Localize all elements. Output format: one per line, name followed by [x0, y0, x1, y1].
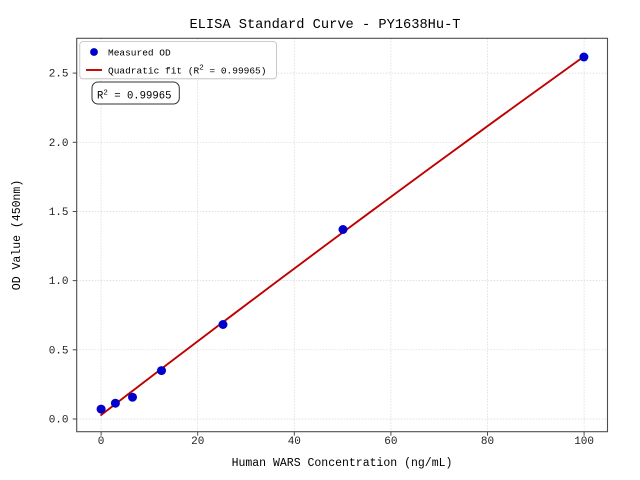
- svg-text:Measured OD: Measured OD: [108, 48, 171, 59]
- svg-text:ELISA Standard Curve - PY1638H: ELISA Standard Curve - PY1638Hu-T: [189, 18, 460, 33]
- svg-text:Quadratic fit (R2 = 0.99965): Quadratic fit (R2 = 0.99965): [108, 65, 266, 77]
- svg-text:1.0: 1.0: [49, 276, 69, 288]
- svg-text:0: 0: [98, 436, 105, 448]
- svg-text:R2 = 0.99965: R2 = 0.99965: [97, 90, 171, 103]
- svg-text:20: 20: [191, 436, 204, 448]
- svg-text:0.0: 0.0: [49, 415, 69, 427]
- svg-text:100: 100: [574, 436, 594, 448]
- svg-text:2.0: 2.0: [49, 138, 69, 150]
- svg-text:1.5: 1.5: [49, 207, 69, 219]
- svg-text:80: 80: [481, 436, 494, 448]
- svg-text:60: 60: [384, 436, 397, 448]
- svg-text:0.5: 0.5: [49, 345, 69, 357]
- svg-text:OD Value (450nm): OD Value (450nm): [11, 180, 24, 290]
- svg-text:2.5: 2.5: [49, 69, 69, 81]
- svg-text:Human WARS Concentration (ng/m: Human WARS Concentration (ng/mL): [232, 457, 453, 470]
- svg-text:40: 40: [288, 436, 301, 448]
